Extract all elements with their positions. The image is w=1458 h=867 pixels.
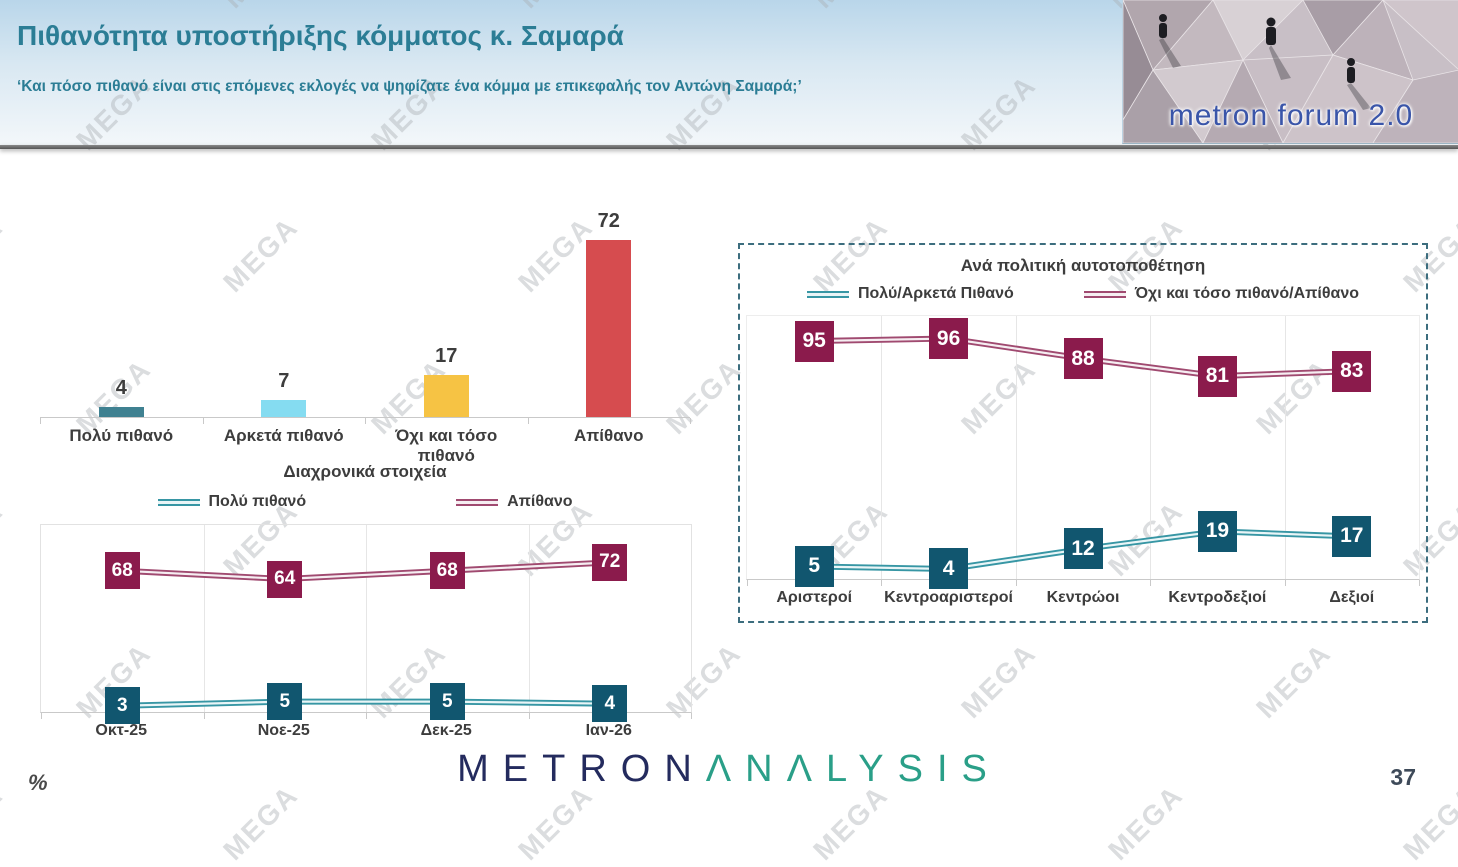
x-axis-label: Ιαν-26 bbox=[585, 722, 632, 739]
bar bbox=[261, 399, 307, 417]
data-point-label: 88 bbox=[1063, 338, 1103, 380]
segmentation-chart-title: Ανά πολιτική αυτοτοποθέτηση bbox=[960, 256, 1206, 275]
legend-label: Πολύ/Αρκετά Πιθανό bbox=[857, 285, 1014, 302]
legend-swatch bbox=[157, 498, 200, 506]
legend-swatch bbox=[456, 498, 499, 506]
axis-tick bbox=[1419, 580, 1420, 586]
data-point-label: 4 bbox=[592, 685, 628, 723]
bar bbox=[98, 407, 144, 417]
x-axis-label: Κεντροδεξιοί bbox=[1168, 589, 1267, 606]
x-axis-label: Αριστεροί bbox=[776, 589, 853, 606]
axis-tick bbox=[40, 418, 41, 424]
data-point-label: 68 bbox=[104, 552, 140, 590]
bar-chart-plot: 4 7 17 72 bbox=[40, 190, 691, 424]
metron-forum-logo: metron forum 2.0 bbox=[1122, 0, 1458, 144]
gridline bbox=[881, 316, 883, 579]
bar-value-label: 4 bbox=[115, 377, 127, 400]
data-point-label: 64 bbox=[267, 560, 303, 598]
bar-value-label: 72 bbox=[597, 210, 620, 232]
axis-tick bbox=[747, 580, 748, 586]
segmentation-chart-plot: 5 4 12 19 17 95 96 88 81 83 bbox=[746, 315, 1420, 590]
bar bbox=[586, 240, 632, 417]
data-point-label: 4 bbox=[929, 548, 969, 590]
trend-chart-legend: Πολύ πιθανό Απίθανο bbox=[40, 493, 690, 511]
axis-tick bbox=[690, 418, 691, 424]
legend-label: Απίθανο bbox=[507, 493, 573, 510]
legend-item: Όχι και τόσο πιθανό/Απίθανο bbox=[1083, 285, 1360, 303]
legend-label: Πολύ πιθανό bbox=[208, 493, 307, 510]
data-point-label: 12 bbox=[1063, 528, 1103, 570]
x-axis-label: Δεξιοί bbox=[1329, 589, 1375, 606]
axis-tick bbox=[365, 418, 366, 424]
gridline bbox=[1015, 316, 1017, 579]
brand-metron: METRON bbox=[457, 748, 706, 790]
x-axis-label: Κεντρώοι bbox=[1046, 589, 1120, 606]
gridline bbox=[366, 525, 367, 712]
bar-value-label: 7 bbox=[278, 369, 290, 392]
axis-tick bbox=[881, 580, 883, 586]
category-label: Όχι και τόσο πιθανό bbox=[395, 426, 498, 465]
data-point-label: 19 bbox=[1197, 510, 1237, 552]
trend-chart-xlabels: Οκτ-25 Νοε-25 Δεκ-25 Ιαν-26 bbox=[40, 722, 690, 748]
gridline bbox=[528, 525, 530, 712]
category-label: Απίθανο bbox=[574, 426, 644, 445]
axis-tick bbox=[528, 713, 530, 719]
category-label: Πολύ πιθανό bbox=[69, 426, 174, 445]
metron-forum-logo-text: metron forum 2.0 bbox=[1168, 99, 1414, 132]
data-point-label: 5 bbox=[267, 683, 303, 721]
trend-chart-title: Διαχρονικά στοιχεία bbox=[283, 462, 447, 481]
brand-analysis: ΛNΛLYSIS bbox=[705, 748, 1001, 790]
political-segmentation-chart: Ανά πολιτική αυτοτοποθέτηση Πολύ/Αρκετά … bbox=[738, 243, 1428, 623]
legend-item: Πολύ/Αρκετά Πιθανό bbox=[806, 285, 1014, 303]
axis-tick bbox=[1284, 580, 1286, 586]
x-axis-label: Νοε-25 bbox=[257, 722, 310, 739]
trend-chart-plot: 3 5 5 4 68 64 68 72 bbox=[40, 524, 692, 725]
trend-chart: Διαχρονικά στοιχεία Πολύ πιθανό Απίθανο 3… bbox=[40, 462, 692, 748]
axis-tick bbox=[41, 713, 42, 719]
legend-label: Όχι και τόσο πιθανό/Απίθανο bbox=[1134, 285, 1360, 302]
legend-swatch bbox=[806, 290, 849, 298]
data-point-label: 5 bbox=[794, 545, 834, 587]
x-axis-label: Οκτ-25 bbox=[95, 722, 148, 739]
data-point-label: 96 bbox=[929, 318, 969, 360]
segmentation-chart-legend: Πολύ/Αρκετά Πιθανό Όχι και τόσο πιθανό/Απ… bbox=[740, 285, 1426, 303]
data-point-label: 3 bbox=[104, 687, 140, 725]
page-subtitle: ‘Και πόσο πιθανό είναι στις επόμενες εκλ… bbox=[17, 78, 802, 95]
category-label: Αρκετά πιθανό bbox=[223, 426, 344, 445]
axis-tick bbox=[1150, 580, 1152, 586]
page-title: Πιθανότητα υποστήριξης κόμματος κ. Σαμαρ… bbox=[17, 20, 624, 51]
bar bbox=[423, 375, 469, 417]
axis-tick bbox=[203, 713, 205, 719]
data-point-label: 95 bbox=[794, 320, 834, 362]
metron-analysis-logo: METRONΛNΛLYSIS bbox=[0, 748, 1458, 791]
legend-swatch bbox=[1083, 290, 1126, 298]
gridline bbox=[203, 525, 205, 712]
axis-tick bbox=[202, 418, 204, 424]
header-divider bbox=[0, 145, 1458, 149]
page-number: 37 bbox=[1390, 764, 1416, 790]
legend-item: Απίθανο bbox=[456, 493, 573, 511]
legend-item: Πολύ πιθανό bbox=[157, 493, 307, 511]
gridline bbox=[1150, 316, 1152, 579]
segmentation-chart-xlabels: Αριστεροί Κεντροαριστεροί Κεντρώοι Κεντροδε… bbox=[747, 589, 1419, 615]
x-axis-label: Κεντροαριστεροί bbox=[884, 589, 1013, 606]
mosaic-plaza-image bbox=[1123, 0, 1458, 143]
data-point-label: 72 bbox=[592, 543, 628, 581]
data-point-label: 68 bbox=[429, 552, 465, 590]
gridline bbox=[1284, 316, 1286, 579]
axis-tick bbox=[527, 418, 529, 424]
bar-chart-categories: Πολύ πιθανό Αρκετά πιθανό Όχι και τόσο πιθ… bbox=[40, 426, 690, 465]
x-axis-label: Δεκ-25 bbox=[420, 722, 472, 739]
axis-tick bbox=[1015, 580, 1017, 586]
data-point-label: 83 bbox=[1332, 350, 1372, 392]
likelihood-bar-chart: 4 7 17 72 Πολύ πιθανό Αρκετά πιθανό Όχι και τ… bbox=[40, 190, 691, 465]
data-point-label: 17 bbox=[1332, 515, 1372, 557]
data-point-label: 81 bbox=[1197, 355, 1237, 397]
bar-value-label: 17 bbox=[435, 345, 458, 368]
unit-note: % bbox=[28, 770, 48, 795]
axis-tick bbox=[366, 713, 367, 719]
axis-tick bbox=[691, 713, 692, 719]
data-point-label: 5 bbox=[429, 683, 465, 721]
